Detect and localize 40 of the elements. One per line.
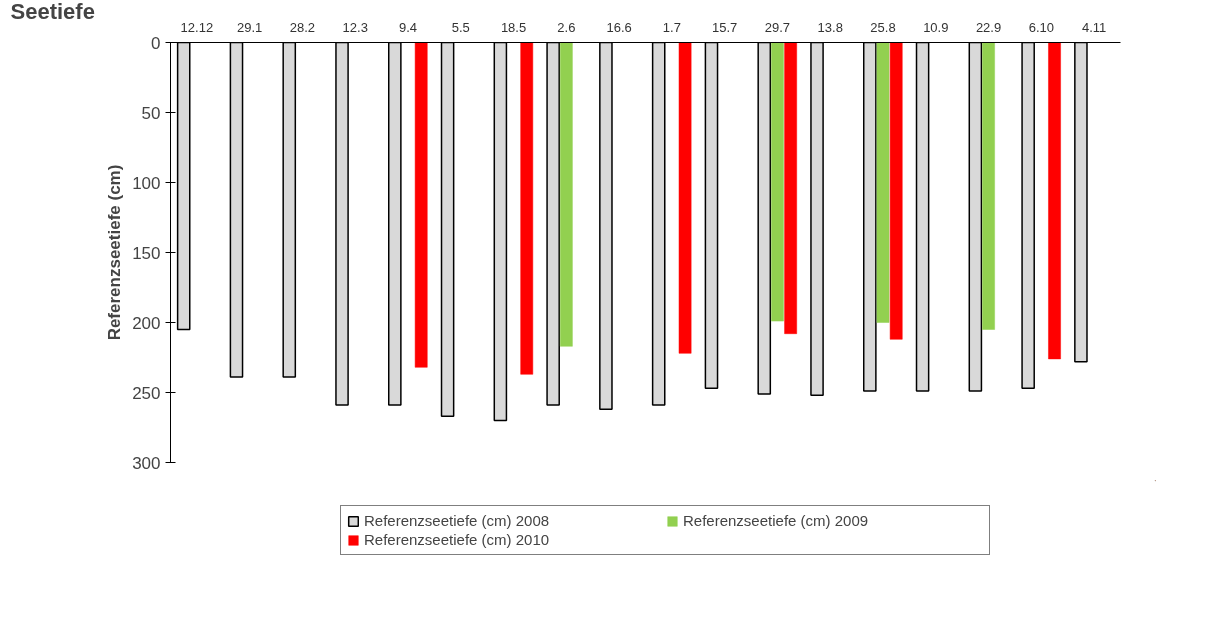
x-axis-title: Seetiefe bbox=[10, 0, 95, 24]
y-tick-label: 50 bbox=[141, 103, 161, 123]
bar bbox=[520, 42, 534, 375]
x-tick-label: 9.4 bbox=[398, 19, 418, 35]
legend-label: Referenzseetiefe (cm) 2010 bbox=[364, 531, 551, 548]
x-tick-label: 29.1 bbox=[237, 19, 263, 35]
x-tick-label: 25.8 bbox=[870, 19, 896, 35]
x-tick-label: 6.10 bbox=[1028, 19, 1054, 35]
y-tick-label: 300 bbox=[132, 453, 161, 473]
x-tick-label: 22.9 bbox=[975, 19, 1002, 35]
bar bbox=[414, 42, 428, 368]
x-tick-label: 18.5 bbox=[500, 19, 527, 35]
bar bbox=[784, 42, 797, 334]
x-tick-label: 4.11 bbox=[1081, 19, 1107, 35]
y-tick-label: 250 bbox=[132, 383, 161, 403]
bar bbox=[982, 42, 995, 330]
y-axis-title: Referenzseetiefe (cm) bbox=[105, 164, 125, 341]
y-tick-label: 150 bbox=[132, 243, 161, 263]
bar bbox=[560, 42, 573, 347]
y-tick-label: 200 bbox=[132, 313, 161, 333]
bar bbox=[771, 42, 784, 322]
legend-label: Referenzseetiefe (cm) 2008 bbox=[364, 512, 551, 529]
y-tick-label: 100 bbox=[132, 173, 161, 193]
x-tick-label: 5.5 bbox=[451, 19, 470, 35]
x-tick-label: 13.8 bbox=[817, 19, 843, 35]
x-tick-label: 29.7 bbox=[764, 19, 791, 35]
x-tick-label: 28.2 bbox=[289, 19, 316, 35]
bar bbox=[876, 42, 890, 323]
x-tick-label: 15.7 bbox=[712, 19, 738, 35]
x-tick-label: 10.9 bbox=[923, 19, 949, 35]
legend-label: Referenzseetiefe (cm) 2009 bbox=[683, 512, 870, 529]
x-tick-label: 12.3 bbox=[342, 19, 368, 35]
bar bbox=[889, 42, 903, 340]
x-tick-label: 2.6 bbox=[557, 19, 576, 35]
x-tick-label: 16.6 bbox=[606, 19, 632, 35]
x-tick-label: 12.12 bbox=[180, 19, 214, 35]
bar bbox=[678, 42, 692, 354]
x-tick-label: 1.7 bbox=[662, 19, 681, 35]
bar bbox=[1048, 42, 1061, 360]
y-tick-label: 0 bbox=[151, 33, 161, 53]
